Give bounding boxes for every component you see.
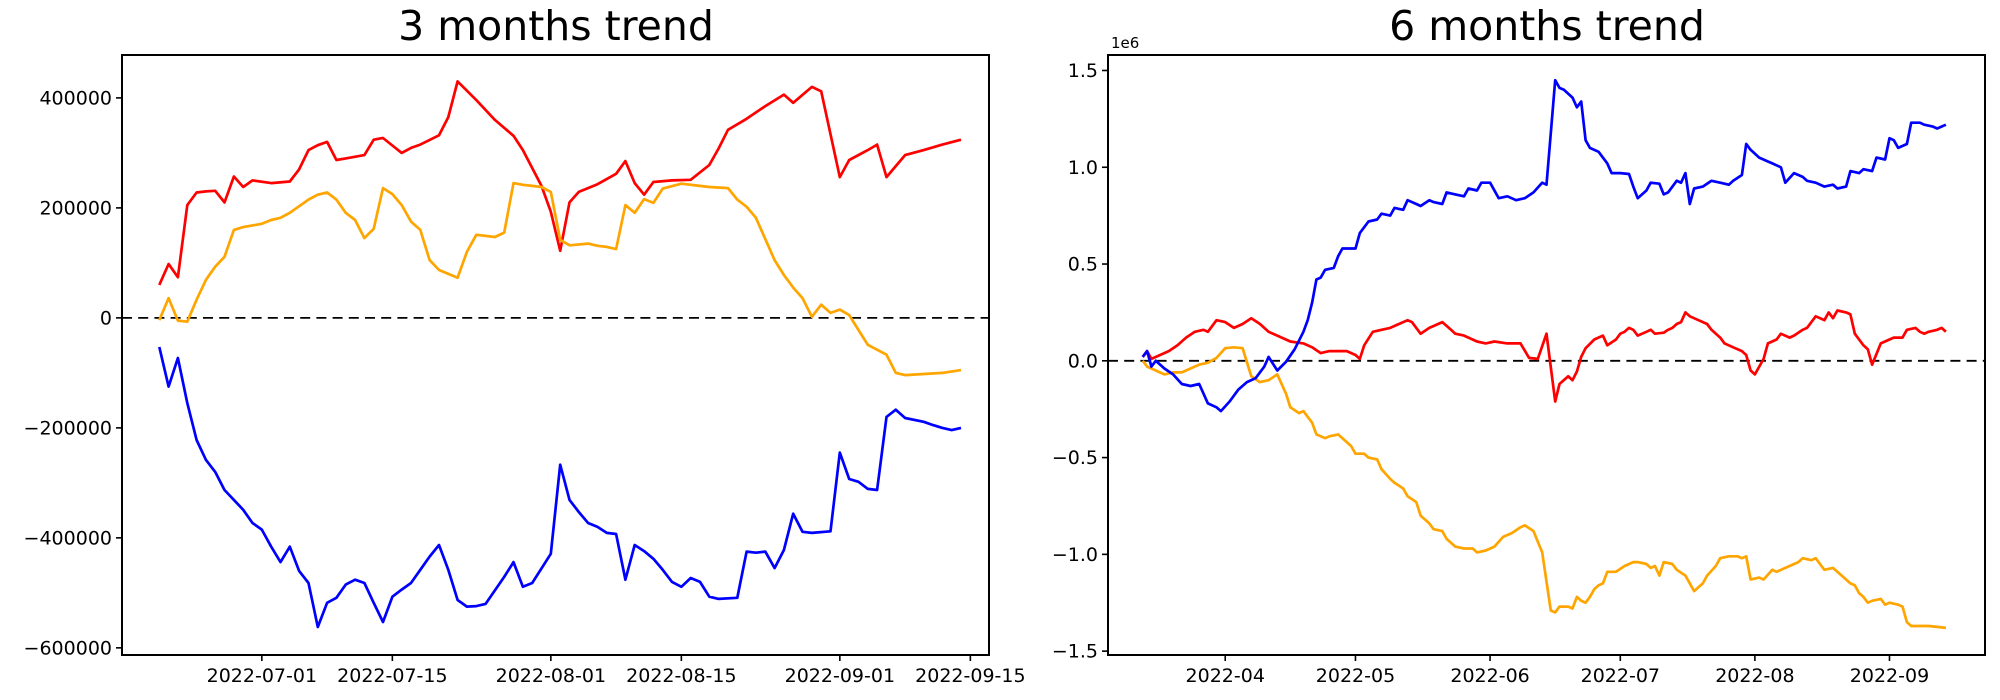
y-tick-label: −200000 (24, 417, 112, 439)
axes-frame (121, 54, 990, 656)
x-tick-label: 2022-07-15 (337, 665, 447, 687)
x-tick-label: 2022-07 (1581, 665, 1660, 687)
x-tick-label: 2022-07-01 (207, 665, 317, 687)
x-tick-label: 2022-09 (1850, 665, 1929, 687)
y-tick-label: 0.5 (1068, 254, 1098, 276)
x-tick-label: 2022-08-01 (496, 665, 606, 687)
y-tick-label: 200000 (39, 197, 112, 219)
y-tick-label: 0.0 (1068, 350, 1098, 372)
x-tick-label: 2022-04 (1186, 665, 1265, 687)
y-tick-label: 0 (100, 307, 112, 329)
red-series-line (158, 80, 962, 286)
x-tick-label: 2022-06 (1450, 665, 1529, 687)
x-tick-label: 2022-09-01 (785, 665, 895, 687)
x-tick-label: 2022-08-15 (626, 665, 736, 687)
orange-series-line (1141, 345, 1947, 630)
x-tick-label: 2022-09-15 (915, 665, 1025, 687)
y-tick-label: 400000 (39, 87, 112, 109)
y-tick-label: 1.0 (1068, 157, 1098, 179)
chart-3-months: 2022-07-01 2022-07-15 2022-08-01 2022-08-15… (24, 54, 1026, 687)
y-tick-label: 1.5 (1068, 60, 1098, 82)
chart-title-6-months: 6 months trend (1389, 2, 1705, 50)
y-axis-offset-label: 1e6 (1111, 34, 1139, 52)
chart-6-months: 2022-04 2022-05 2022-06 2022-07 2022-08 2022-… (1052, 34, 1986, 687)
x-tick-label: 2022-05 (1316, 665, 1395, 687)
orange-series-line (158, 181, 962, 377)
y-tick-label: −600000 (24, 637, 112, 659)
y-tick-label: −1.5 (1052, 641, 1098, 663)
chart-title-3-months: 3 months trend (398, 2, 714, 50)
y-tick-label: −400000 (24, 527, 112, 549)
blue-series-line (157, 346, 962, 629)
x-tick-label: 2022-08 (1715, 665, 1794, 687)
y-tick-label: −0.5 (1052, 447, 1098, 469)
blue-series-line (1141, 78, 1947, 413)
axes-frame (1107, 54, 1986, 656)
y-tick-label: −1.0 (1052, 544, 1098, 566)
red-series-line (1141, 309, 1947, 403)
